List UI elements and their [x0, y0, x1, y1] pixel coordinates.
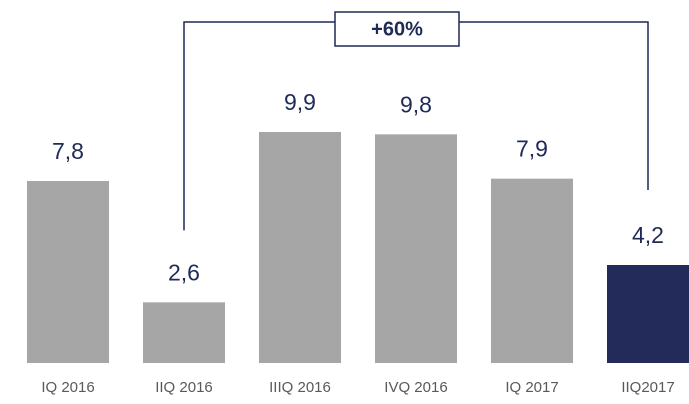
value-label: 7,9 [516, 136, 548, 162]
x-tick-label: IIQ2017 [621, 379, 674, 396]
bracket: +60% [183, 11, 649, 231]
annotation-box [334, 11, 460, 47]
x-tick-label: IQ 2017 [505, 379, 558, 396]
value-label: 9,9 [284, 89, 316, 115]
value-label: 7,8 [52, 138, 84, 164]
bar [607, 265, 689, 363]
bar [143, 302, 225, 363]
annotation: +60% [371, 18, 423, 40]
value-label: 4,2 [632, 222, 664, 248]
value-label: 2,6 [168, 259, 200, 285]
x-tick-label: IQ 2016 [41, 379, 94, 396]
bar [491, 178, 573, 363]
value-label: 9,8 [400, 91, 432, 117]
bar [375, 134, 457, 363]
bar [27, 181, 109, 363]
bar [259, 132, 341, 363]
x-tick-label: IIIQ 2016 [269, 379, 331, 396]
x-tick-label: IIQ 2016 [155, 379, 213, 396]
x-tick-label: IVQ 2016 [384, 379, 447, 396]
